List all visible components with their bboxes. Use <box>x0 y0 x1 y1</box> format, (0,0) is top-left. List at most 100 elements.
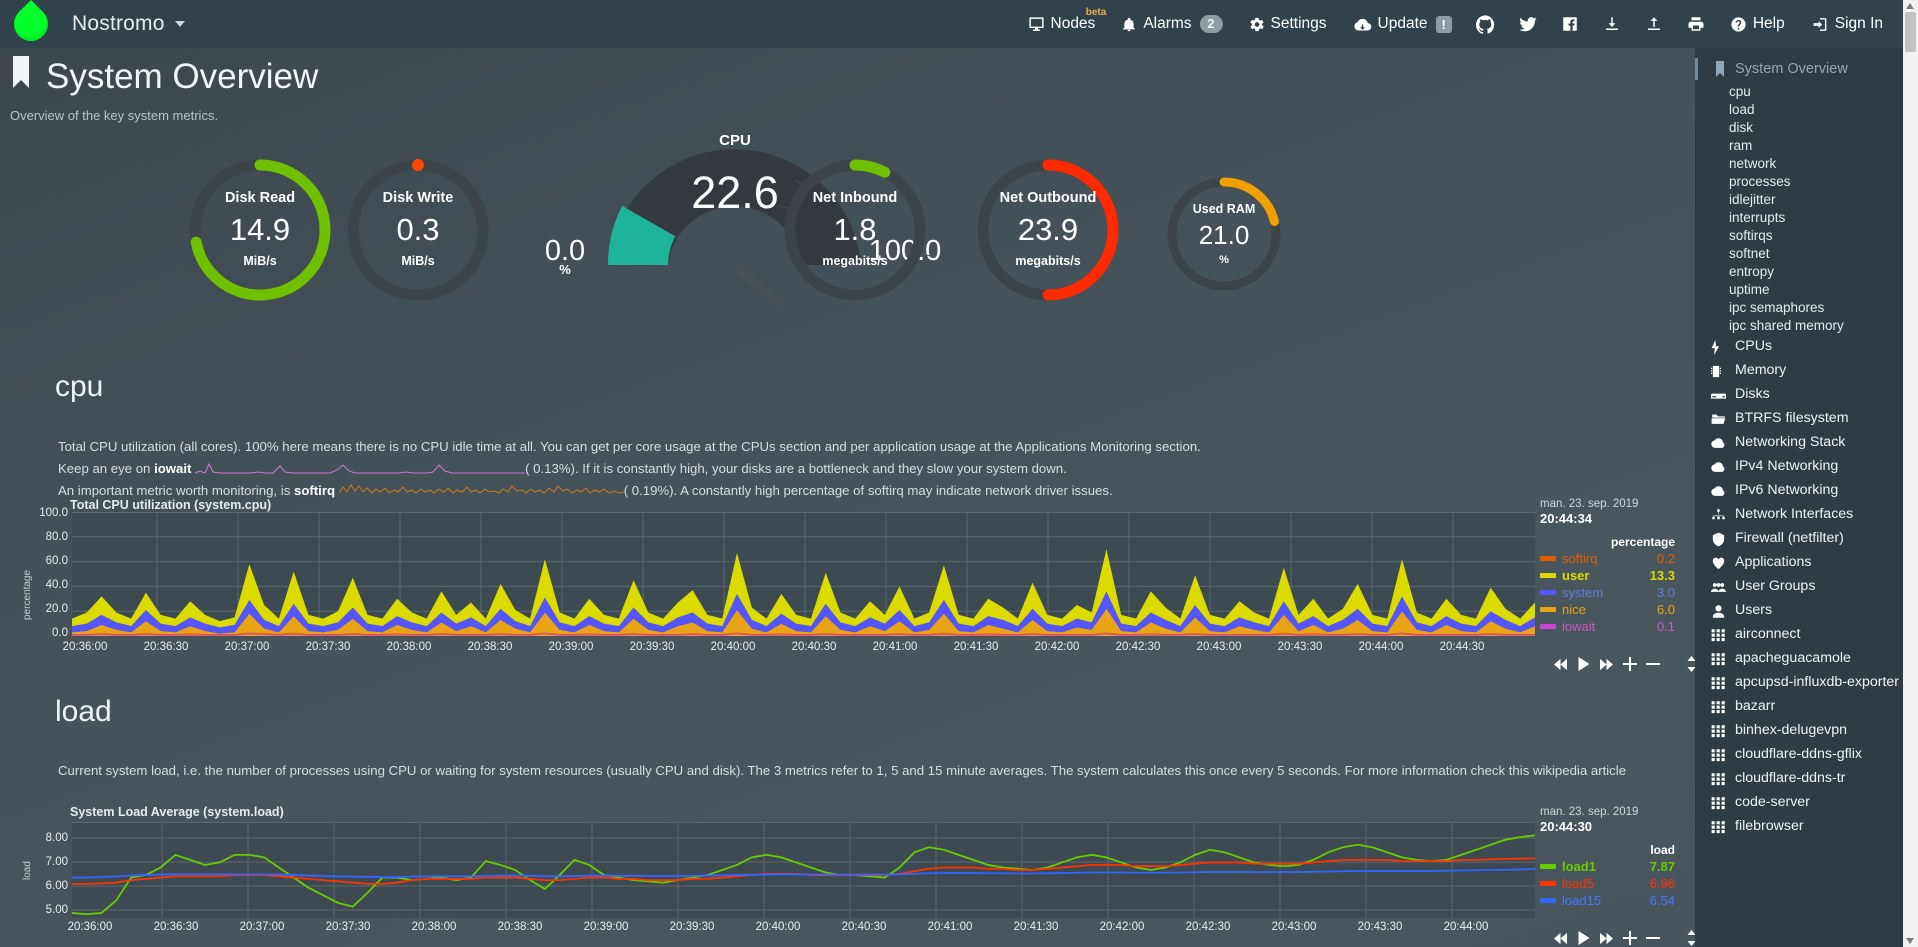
export-icon[interactable] <box>1633 0 1675 48</box>
sidebar-subitem-network[interactable]: network <box>1729 155 1777 171</box>
rewind-button-cpu[interactable] <box>1553 658 1568 671</box>
sidebar-subitem-ipc-semaphores[interactable]: ipc semaphores <box>1729 299 1825 315</box>
cloud-icon <box>1711 461 1725 472</box>
legend-row-load1[interactable]: load1 7.87 <box>1540 859 1675 874</box>
xtick-cpu-2: 20:37:00 <box>224 641 270 653</box>
nav-item-help[interactable]: Help <box>1717 0 1798 48</box>
zoom-in-button-load[interactable] <box>1623 931 1637 945</box>
legend-value-softirq: 0.2 <box>1656 551 1675 566</box>
sidebar-item-memory[interactable]: Memory <box>1695 358 1918 382</box>
sidebar-item-cloudflare-ddns-tr[interactable]: cloudflare-ddns-tr <box>1695 766 1918 790</box>
sidebar-section-system-overview[interactable]: System Overview <box>1695 58 1918 80</box>
gauge-title-disk-write: Disk Write <box>382 190 454 206</box>
nav-item-signin[interactable]: Sign In <box>1798 0 1896 48</box>
sidebar-subitem-disk[interactable]: disk <box>1729 119 1754 135</box>
sidebar-subitem-load[interactable]: load <box>1729 101 1755 117</box>
github-icon[interactable] <box>1465 0 1507 48</box>
scroll-up-arrow-icon[interactable] <box>1906 3 1914 9</box>
gauge-net-inbound[interactable]: Net Inbound 1.8 megabits/s <box>775 150 935 310</box>
nav-item-nodes[interactable]: Nodes beta <box>1015 0 1109 48</box>
scroll-down-arrow-icon[interactable] <box>1906 938 1914 944</box>
play-button-load[interactable] <box>1577 931 1590 945</box>
nav-item-settings[interactable]: Settings <box>1236 0 1340 48</box>
chart-plot-cpu[interactable] <box>72 512 1535 636</box>
sidebar-item-users[interactable]: Users <box>1695 598 1918 622</box>
sidebar-item-firewall-netfilter[interactable]: Firewall (netfilter) <box>1695 526 1918 550</box>
sidebar-item-disks[interactable]: Disks <box>1695 382 1918 406</box>
sidebar-subitem-softirqs[interactable]: softirqs <box>1729 227 1773 243</box>
gauge-units-net-inbound: megabits/s <box>822 254 888 268</box>
sidebar-subitem-ram[interactable]: ram <box>1729 137 1753 153</box>
xtick-load-6: 20:39:00 <box>583 921 629 933</box>
legend-row-nice[interactable]: nice 6.0 <box>1540 602 1675 617</box>
zoom-in-button-cpu[interactable] <box>1623 657 1637 671</box>
gauge-disk-read[interactable]: Disk Read 14.9 MiB/s <box>180 150 340 310</box>
nav-item-alarms[interactable]: Alarms 2 <box>1108 0 1235 48</box>
th-icon <box>1711 724 1725 737</box>
sidebar-item-ipv6-networking[interactable]: IPv6 Networking <box>1695 478 1918 502</box>
twitter-icon[interactable] <box>1507 0 1549 48</box>
sidebar-subitem-idlejitter[interactable]: idlejitter <box>1729 191 1776 207</box>
legend-swatch-load15 <box>1540 898 1556 903</box>
legend-row-iowait[interactable]: iowait 0.1 <box>1540 619 1675 634</box>
sidebar-subitem-softnet[interactable]: softnet <box>1729 245 1770 261</box>
legend-time-cpu: 20:44:34 <box>1540 511 1593 526</box>
legend-name-iowait: iowait <box>1562 619 1596 634</box>
netdata-leaf-logo[interactable] <box>6 0 56 49</box>
gauge-value-used-ram: 21.0 <box>1198 220 1250 250</box>
legend-row-system[interactable]: system 3.0 <box>1540 585 1675 600</box>
legend-row-user[interactable]: user 13.3 <box>1540 568 1675 583</box>
sidebar-item-cloudflare-ddns-gflix[interactable]: cloudflare-ddns-gflix <box>1695 742 1918 766</box>
chart-controls-cpu <box>1553 656 1698 672</box>
legend-row-load15[interactable]: load15 6.54 <box>1540 893 1675 908</box>
sidebar-item-btrfs-filesystem[interactable]: BTRFS filesystem <box>1695 406 1918 430</box>
resize-vertical-icon-load[interactable] <box>1685 930 1698 946</box>
sidebar-item-bazarr[interactable]: bazarr <box>1695 694 1918 718</box>
ytick-cpu-60: 60.0 <box>45 555 68 567</box>
sidebar-subitem-cpu[interactable]: cpu <box>1729 83 1751 99</box>
sidebar-subitem-processes[interactable]: processes <box>1729 173 1791 189</box>
sidebar-item-filebrowser[interactable]: filebrowser <box>1695 814 1918 838</box>
resize-vertical-icon-cpu[interactable] <box>1685 656 1698 672</box>
import-icon[interactable] <box>1591 0 1633 48</box>
sidebar-item-ipv4-networking[interactable]: IPv4 Networking <box>1695 454 1918 478</box>
zoom-out-button-cpu[interactable] <box>1646 657 1660 671</box>
brand-name[interactable]: Nostromo <box>72 12 165 35</box>
sidebar-item-networking-stack[interactable]: Networking Stack <box>1695 430 1918 454</box>
gauge-disk-write[interactable]: Disk Write 0.3 MiB/s <box>338 150 498 310</box>
sidebar-subitem-interrupts[interactable]: interrupts <box>1729 209 1786 225</box>
chevron-down-icon[interactable] <box>174 21 185 27</box>
nav-item-update[interactable]: Update ! <box>1340 0 1465 48</box>
sidebar-item-cpus[interactable]: CPUs <box>1695 334 1918 358</box>
section-desc-load: Current system load, i.e. the number of … <box>58 763 1627 778</box>
legend-row-load5[interactable]: load5 6.96 <box>1540 876 1675 891</box>
sidebar-item-user-groups[interactable]: User Groups <box>1695 574 1918 598</box>
gauge-used-ram[interactable]: Used RAM 21.0 % <box>1160 170 1288 298</box>
play-button-cpu[interactable] <box>1577 657 1590 671</box>
sidebar-subitem-uptime[interactable]: uptime <box>1729 281 1770 297</box>
sidebar-item-applications[interactable]: Applications <box>1695 550 1918 574</box>
th-icon <box>1711 652 1725 665</box>
sidebar-subitem-entropy[interactable]: entropy <box>1729 263 1775 279</box>
sidebar-item-airconnect[interactable]: airconnect <box>1695 622 1918 646</box>
sidebar-subitem-ipc-shared-memory[interactable]: ipc shared memory <box>1729 317 1844 333</box>
gauge-net-outbound[interactable]: Net Outbound 23.9 megabits/s <box>968 150 1128 310</box>
sidebar-item-network-interfaces[interactable]: Network Interfaces <box>1695 502 1918 526</box>
sidebar-item-apacheguacamole[interactable]: apacheguacamole <box>1695 646 1918 670</box>
chart-plot-load[interactable] <box>72 822 1535 918</box>
section-title-load: load <box>55 695 112 728</box>
right-sidebar[interactable]: System Overview cpu load disk ram network pro… <box>1695 48 1918 947</box>
zoom-out-button-load[interactable] <box>1646 931 1660 945</box>
legend-row-softirq[interactable]: softirq 0.2 <box>1540 551 1675 566</box>
page-scrollbar[interactable] <box>1903 0 1918 947</box>
scrollbar-thumb[interactable] <box>1905 12 1916 52</box>
print-icon[interactable] <box>1675 0 1717 48</box>
forward-button-load[interactable] <box>1599 932 1614 945</box>
sidebar-item-binhex-delugevpn[interactable]: binhex-delugevpn <box>1695 718 1918 742</box>
forward-button-cpu[interactable] <box>1599 658 1614 671</box>
sidebar-item-apcupsd-influxdb-exporter[interactable]: apcupsd-influxdb-exporter <box>1695 670 1918 694</box>
nav-label-update: Update <box>1377 15 1428 32</box>
rewind-button-load[interactable] <box>1553 932 1568 945</box>
facebook-icon[interactable] <box>1549 0 1591 48</box>
sidebar-item-code-server[interactable]: code-server <box>1695 790 1918 814</box>
